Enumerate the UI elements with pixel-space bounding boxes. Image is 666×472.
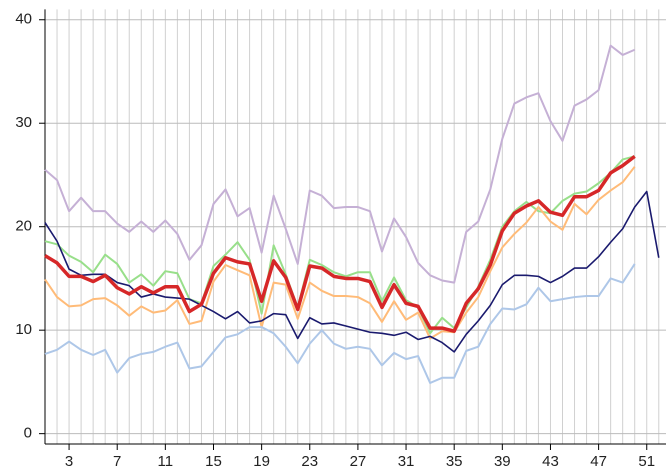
- x-tick-label: 47: [590, 453, 607, 470]
- x-tick-label: 15: [205, 453, 222, 470]
- series-line: [44, 166, 636, 340]
- x-tick-label: 35: [446, 453, 463, 470]
- x-tick-label: 31: [398, 453, 415, 470]
- x-tick-label: 39: [494, 453, 511, 470]
- x-tick-label: 7: [113, 453, 121, 470]
- x-tick-label: 23: [301, 453, 318, 470]
- series-line: [44, 154, 636, 333]
- y-tick-label: 0: [24, 425, 32, 442]
- x-tick-label: 27: [350, 453, 367, 470]
- series-line: [44, 263, 636, 384]
- y-tick-label: 40: [15, 11, 32, 28]
- series-line: [44, 190, 660, 353]
- y-tick-label: 30: [15, 114, 32, 131]
- x-tick-label: 3: [65, 453, 73, 470]
- x-tick-label: 11: [158, 453, 174, 470]
- x-tick-label: 19: [253, 453, 270, 470]
- x-tick-label: 51: [638, 453, 655, 470]
- y-tick-label: 10: [15, 321, 32, 338]
- y-tick-label: 20: [15, 218, 32, 235]
- series-line: [44, 155, 635, 335]
- series-line: [44, 44, 636, 284]
- x-tick-label: 43: [542, 453, 559, 470]
